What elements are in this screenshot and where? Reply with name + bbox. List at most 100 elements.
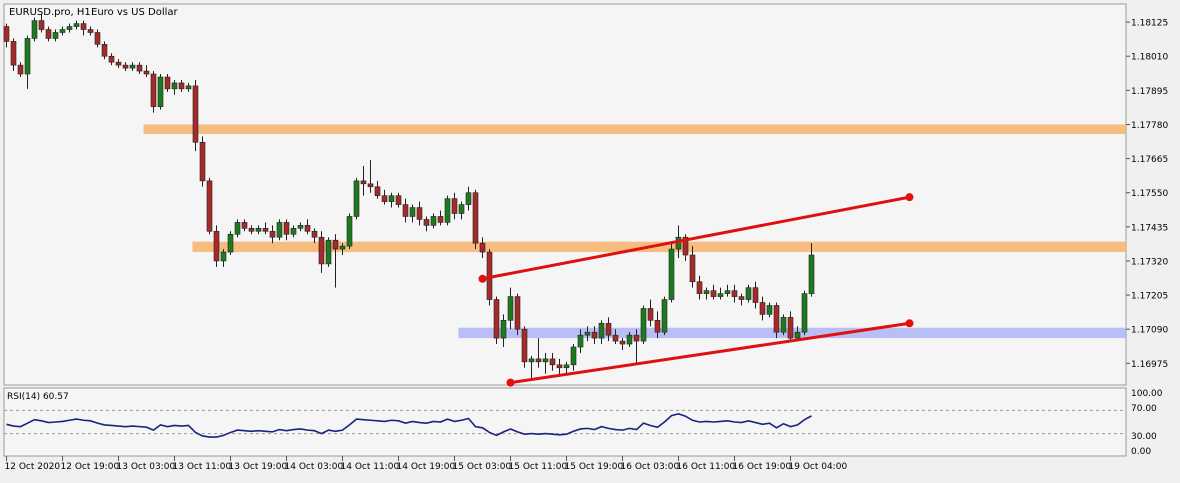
candle-body <box>297 225 304 229</box>
candle-body <box>234 222 241 235</box>
candle-body <box>605 322 612 336</box>
price-tick-label: 1.16975 <box>1131 360 1168 370</box>
candle-body <box>185 85 192 90</box>
candle-body <box>612 334 619 342</box>
candle-body <box>542 358 549 363</box>
candle-body <box>787 317 794 339</box>
candle-body <box>465 192 472 205</box>
candle-body <box>801 293 808 333</box>
candle-body <box>220 251 227 262</box>
time-tick-label: 16 Oct 19:00 <box>733 462 792 472</box>
candle-body <box>304 225 311 232</box>
candle-body <box>500 320 507 339</box>
time-tick-label: 15 Oct 03:00 <box>453 462 512 472</box>
time-tick-label: 16 Oct 03:00 <box>621 462 680 472</box>
candle-body <box>654 320 661 333</box>
time-tick-label: 14 Oct 19:00 <box>397 462 456 472</box>
candle-body <box>668 248 675 300</box>
zone-resistance-lower <box>192 241 1126 253</box>
candle-body <box>556 364 563 369</box>
candle-body <box>353 180 360 217</box>
candle-body <box>374 186 381 196</box>
price-tick-label: 1.18125 <box>1131 19 1168 29</box>
candle-body <box>444 198 451 223</box>
price-tick-label: 1.17780 <box>1131 121 1168 131</box>
time-tick-label: 13 Oct 19:00 <box>229 462 288 472</box>
candle-body <box>409 207 416 217</box>
candle-body <box>514 296 521 330</box>
candle-body <box>528 358 535 363</box>
rsi-label: RSI(14) 60.57 <box>7 392 69 402</box>
trendline-anchor <box>905 193 914 202</box>
candle-body <box>381 195 388 202</box>
time-tick-label: 13 Oct 03:00 <box>117 462 176 472</box>
candle-body <box>136 64 143 72</box>
candles-layer <box>3 14 815 380</box>
candle-body <box>577 334 584 348</box>
candle-body <box>647 308 654 321</box>
rsi-line <box>6 413 812 438</box>
candle-body <box>45 29 52 39</box>
time-tick-label: 14 Oct 03:00 <box>285 462 344 472</box>
candle-body <box>178 82 185 90</box>
candle-body <box>66 26 73 30</box>
candle-body <box>598 322 605 339</box>
candle-body <box>241 222 248 229</box>
rsi-level-30: 30.00 <box>1131 432 1157 442</box>
candle-body <box>437 216 444 223</box>
candle-body <box>332 239 339 250</box>
candle-body <box>269 230 276 238</box>
candle-body <box>640 308 647 342</box>
candle-body <box>423 219 430 226</box>
symbol-description: Euro vs US Dollar <box>91 7 179 18</box>
price-tick-label: 1.17435 <box>1131 223 1168 233</box>
candle-body <box>563 364 570 369</box>
candle-body <box>3 26 10 42</box>
candle-body <box>591 331 598 339</box>
candle-body <box>570 346 577 366</box>
price-tick-label: 1.17320 <box>1131 257 1168 267</box>
time-tick-label: 12 Oct 19:00 <box>61 462 120 472</box>
candle-body <box>794 331 801 339</box>
candle-body <box>619 340 626 345</box>
time-tick-label: 15 Oct 11:00 <box>509 462 568 472</box>
price-tick-label: 1.17090 <box>1131 326 1168 336</box>
candle-body <box>171 82 178 90</box>
candle-body <box>101 44 108 57</box>
price-tick-label: 1.17665 <box>1131 155 1168 165</box>
candle-body <box>325 239 332 265</box>
candle-body <box>395 195 402 205</box>
trendline-anchor <box>478 274 487 283</box>
candle-body <box>780 317 787 333</box>
candle-body <box>283 222 290 235</box>
candle-body <box>206 180 213 232</box>
candle-body <box>339 245 346 250</box>
candle-body <box>318 236 325 265</box>
candle-body <box>17 64 24 75</box>
candle-body <box>346 216 353 247</box>
candle-body <box>703 290 710 294</box>
candle-body <box>521 328 528 363</box>
candle-body <box>458 204 465 214</box>
candle-body <box>122 64 129 69</box>
rsi-layer <box>4 409 1126 438</box>
candle-body <box>290 228 297 235</box>
candle-body <box>248 228 255 232</box>
candle-body <box>745 287 752 300</box>
time-tick-label: 12 Oct 2020 <box>5 462 61 472</box>
candle-body <box>626 334 633 345</box>
candle-body <box>710 290 717 297</box>
candle-body <box>724 290 731 294</box>
candle-body <box>689 254 696 283</box>
time-tick-label: 19 Oct 04:00 <box>789 462 848 472</box>
candle-body <box>24 38 31 75</box>
candle-body <box>430 216 437 226</box>
candle-body <box>808 254 815 294</box>
candle-body <box>255 228 262 232</box>
price-tick-label: 1.18010 <box>1131 53 1168 63</box>
candle-body <box>52 32 59 39</box>
candle-body <box>367 183 374 188</box>
candle-body <box>507 296 514 321</box>
